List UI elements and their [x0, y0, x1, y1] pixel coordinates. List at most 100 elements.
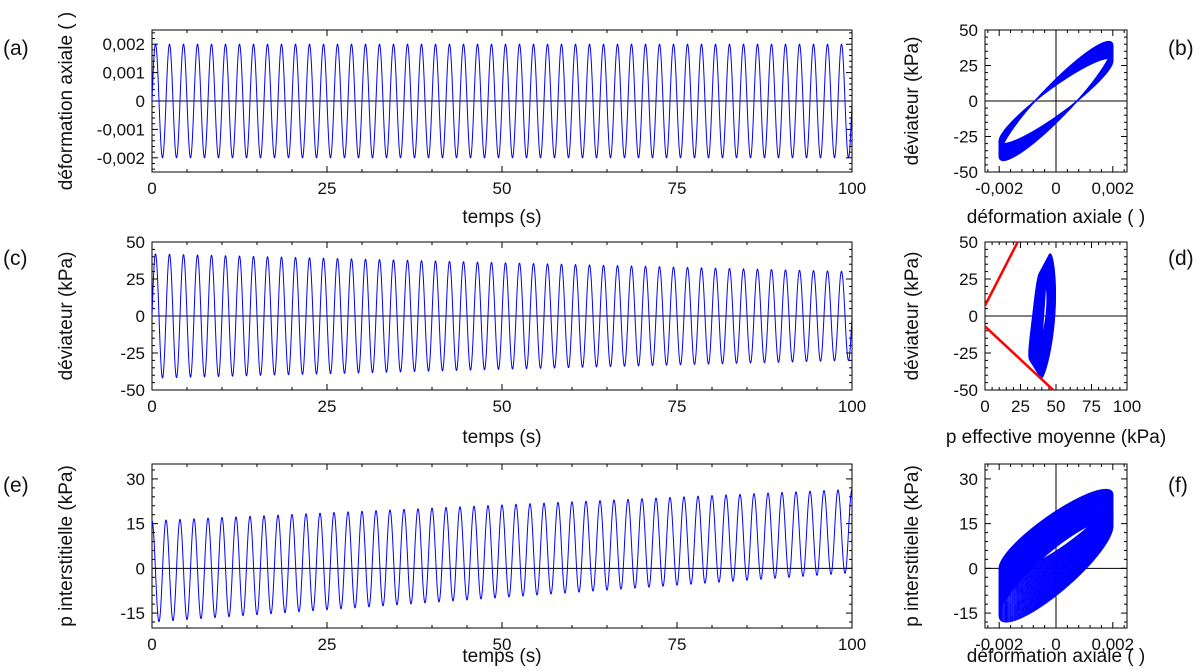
x-tick-label: 25	[1011, 397, 1030, 416]
y-tick-label: 30	[959, 470, 978, 489]
hysteresis-loop	[998, 492, 1114, 580]
failure-line	[985, 242, 1019, 307]
hysteresis-loop	[998, 493, 1114, 581]
panel-f: -0,002 0 0,002 -15 0 15 30 déformation axiale (…	[902, 463, 1188, 667]
y-tick-label: 0	[136, 92, 145, 111]
hysteresis-loop	[998, 490, 1114, 577]
stress-path-cycle	[1028, 271, 1048, 361]
y-tick-label: 0	[136, 559, 145, 578]
x-tick-label: 25	[318, 397, 337, 416]
y-tick-label: 0	[969, 559, 978, 578]
x-tick-label: 50	[493, 397, 512, 416]
y-axis-label: déformation axiale ( )	[56, 12, 77, 190]
failure-line	[985, 325, 1055, 390]
y-axis-label: déviateur (kPa)	[902, 252, 923, 381]
y-tick-label: 15	[959, 515, 978, 534]
y-tick-label: -15	[953, 604, 978, 623]
hysteresis-loop	[998, 495, 1114, 585]
hysteresis-loop	[998, 497, 1114, 588]
panel-c: 0 25 50 75 100 -50 -25 0 25 50 temps (s) déviateur …	[3, 233, 866, 448]
hysteresis-loop	[998, 499, 1114, 591]
series-line	[152, 253, 852, 379]
panel-letter: (e)	[3, 474, 29, 497]
series-line	[152, 43, 852, 159]
x-tick-label: 75	[668, 179, 687, 198]
y-tick-label: 0	[969, 307, 978, 326]
x-tick-label: 0,002	[1092, 179, 1135, 198]
x-axis-label: temps (s)	[462, 207, 541, 228]
plot-frame	[151, 463, 853, 629]
y-tick-label: -25	[953, 344, 978, 363]
y-tick-label: 0	[969, 92, 978, 111]
x-tick-label: 50	[1047, 397, 1066, 416]
x-tick-label: 0,002	[1092, 635, 1135, 654]
x-tick-label: 75	[1082, 397, 1101, 416]
y-tick-label: 50	[959, 21, 978, 40]
panel-letter: (b)	[1168, 37, 1194, 60]
hysteresis-loop	[998, 495, 1114, 584]
hysteresis-loop	[998, 489, 1114, 575]
x-tick-label: 75	[668, 397, 687, 416]
y-tick-label: -0,001	[97, 120, 145, 139]
y-tick-label: 25	[959, 57, 978, 76]
x-tick-label: 0	[147, 179, 156, 198]
hysteresis-loop	[998, 500, 1114, 592]
hysteresis-loop	[998, 491, 1114, 578]
data-area	[152, 488, 852, 623]
tick-marks	[984, 241, 1128, 391]
x-tick-label: 75	[668, 635, 687, 654]
y-tick-label: 15	[126, 515, 145, 534]
y-tick-label: -15	[120, 604, 145, 623]
data-area	[998, 40, 1114, 162]
x-axis-label: temps (s)	[462, 646, 541, 667]
hysteresis-loop	[998, 501, 1114, 594]
panel-d: 0 25 50 75 100 -50 -25 0 25 50 p effective moyenne…	[902, 233, 1194, 448]
x-tick-label: 25	[318, 179, 337, 198]
tick-marks	[151, 241, 853, 391]
panel-b: -0,002 0 0,002 -50 -25 0 25 50 déformation axial…	[902, 21, 1194, 228]
x-tick-label: 0	[1051, 635, 1060, 654]
x-tick-label: 0	[980, 397, 989, 416]
hysteresis-loop	[998, 496, 1114, 586]
hysteresis-loop	[998, 494, 1114, 583]
hysteresis-loop	[998, 492, 1114, 579]
x-tick-label: 100	[838, 397, 866, 416]
x-tick-label: 100	[838, 635, 866, 654]
y-tick-label: 0,002	[102, 35, 145, 54]
x-tick-label: 100	[838, 179, 866, 198]
y-tick-label: -50	[953, 163, 978, 182]
panel-a: 0 25 50 75 100 -0,002 -0,001 0 0,001 0,002 temps (…	[3, 12, 866, 228]
x-tick-label: -0,002	[975, 635, 1023, 654]
y-tick-label: -50	[953, 381, 978, 400]
y-tick-label: 30	[126, 470, 145, 489]
panel-letter: (f)	[1168, 474, 1188, 497]
hysteresis-loop	[998, 501, 1114, 593]
x-tick-label: 0	[1051, 179, 1060, 198]
y-axis-label: p interstitielle (kPa)	[902, 465, 923, 627]
tick-marks	[985, 29, 1127, 173]
x-axis-label: déformation axiale ( )	[967, 207, 1145, 228]
y-tick-label: 50	[959, 233, 978, 252]
panel-letter: (d)	[1168, 247, 1194, 270]
x-axis-label: temps (s)	[462, 427, 541, 448]
y-tick-label: 50	[126, 233, 145, 252]
hysteresis-loop	[998, 57, 1114, 145]
x-axis-label: déformation axiale ( )	[967, 646, 1145, 667]
x-tick-label: 50	[493, 635, 512, 654]
y-axis-label: p interstitielle (kPa)	[56, 465, 77, 627]
y-axis-label: déviateur (kPa)	[56, 252, 77, 381]
y-tick-label: -0,002	[97, 149, 145, 168]
y-tick-label: 0,001	[102, 64, 145, 83]
tick-marks	[151, 464, 853, 628]
y-tick-label: 25	[959, 270, 978, 289]
y-tick-label: 0	[136, 307, 145, 326]
hysteresis-loop	[998, 498, 1114, 589]
y-tick-label: -25	[953, 128, 978, 147]
data-area	[998, 488, 1114, 623]
data-area	[152, 253, 852, 379]
series-line	[152, 488, 852, 623]
hysteresis-loop	[998, 497, 1114, 587]
y-tick-label: -25	[120, 344, 145, 363]
